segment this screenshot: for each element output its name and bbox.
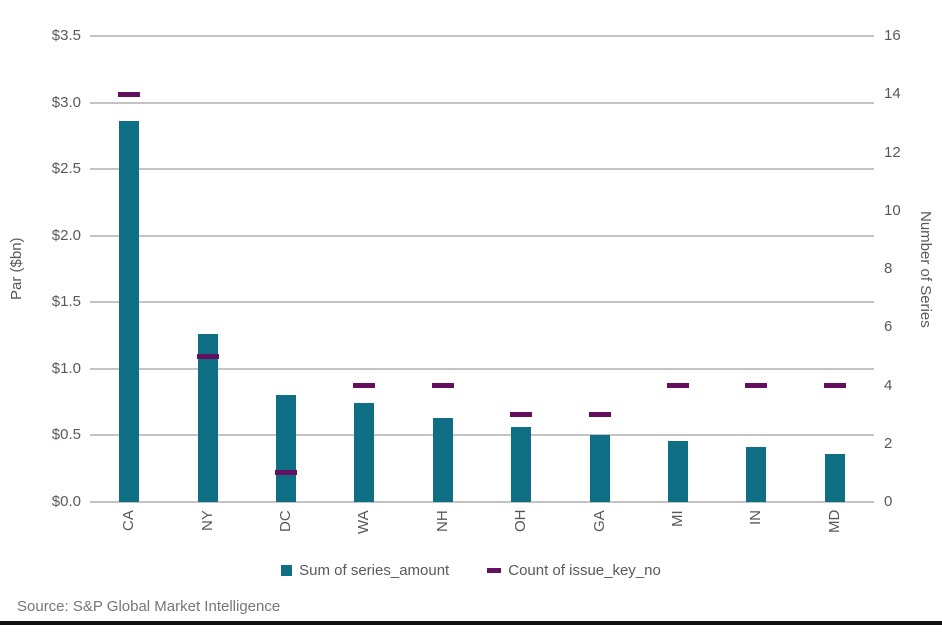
x-axis-label-OH: OH — [512, 510, 530, 533]
gridline — [90, 168, 874, 171]
right-axis-tick-label: 2 — [884, 434, 893, 452]
gridline — [90, 301, 874, 304]
bar-DC — [276, 395, 296, 502]
count-marker-NY — [196, 353, 219, 359]
x-axis-label-NH: NH — [433, 510, 451, 532]
x-axis-label-CA: CA — [120, 510, 138, 531]
left-axis-tick-label: $2.5 — [51, 160, 81, 178]
right-axis-tick-label: 10 — [884, 201, 901, 219]
left-axis-tick-label: $3.5 — [51, 27, 81, 44]
right-axis-tick-label: 14 — [884, 85, 901, 103]
left-axis-tick-label: $3.0 — [51, 93, 81, 111]
count-marker-DC — [275, 470, 297, 476]
left-axis-tick-label: $2.0 — [51, 226, 81, 244]
count-marker-MI — [667, 383, 689, 388]
left-axis-tick-label: $1.0 — [51, 359, 81, 377]
right-axis-tick-label: 6 — [884, 318, 893, 336]
x-axis-label-NY: NY — [198, 510, 216, 531]
bar-OH — [511, 427, 532, 502]
right-axis-tick-label: 4 — [884, 376, 893, 394]
bar-IN — [746, 447, 767, 502]
count-marker-NH — [431, 383, 454, 388]
right-axis-tick-label: 0 — [884, 493, 893, 510]
left-axis-tick-label: $0.5 — [51, 426, 81, 444]
bar-MD — [824, 454, 845, 502]
count-marker-OH — [510, 412, 533, 418]
bar-CA — [119, 121, 140, 502]
bar-NH — [432, 418, 453, 502]
right-axis-title: Number of Series — [917, 210, 934, 328]
footer-rule — [0, 621, 942, 625]
bar-series-swatch-icon — [281, 565, 293, 576]
x-axis-label-IN: IN — [747, 510, 765, 525]
legend-item-issue-count: Count of issue_key_no — [487, 562, 661, 579]
count-marker-MD — [823, 383, 846, 388]
right-axis-tick-label: 16 — [884, 27, 901, 44]
bar-WA — [354, 403, 375, 502]
x-axis-label-WA: WA — [355, 510, 373, 534]
gridline — [90, 101, 874, 104]
bar-NY — [197, 334, 218, 502]
gridline — [90, 367, 874, 370]
gridline — [90, 35, 874, 37]
legend-label-issue-count: Count of issue_key_no — [508, 562, 661, 579]
bar-MI — [668, 440, 688, 502]
x-axis-label-DC: DC — [277, 510, 294, 532]
dash-series-swatch-icon — [487, 568, 502, 573]
left-axis-tick-label: $0.0 — [51, 493, 81, 510]
count-marker-WA — [353, 383, 376, 388]
x-axis-label-GA: GA — [590, 510, 608, 532]
x-axis-label-MD: MD — [825, 510, 843, 534]
count-marker-CA — [118, 91, 141, 97]
legend-item-series-amount: Sum of series_amount — [281, 562, 449, 579]
gridline — [90, 501, 874, 503]
gridline — [90, 234, 874, 237]
right-axis-tick-label: 12 — [884, 143, 901, 161]
count-marker-GA — [588, 412, 611, 418]
count-marker-IN — [745, 383, 768, 388]
bar-GA — [589, 435, 610, 502]
legend: Sum of series_amount Count of issue_key_… — [0, 562, 942, 579]
x-axis-label-MI: MI — [669, 510, 686, 527]
right-axis-tick-label: 8 — [884, 260, 893, 277]
left-axis-tick-label: $1.5 — [51, 293, 81, 311]
legend-label-series-amount: Sum of series_amount — [299, 562, 450, 579]
source-text: Source: S&P Global Market Intelligence — [17, 598, 281, 615]
gridline — [90, 434, 874, 437]
